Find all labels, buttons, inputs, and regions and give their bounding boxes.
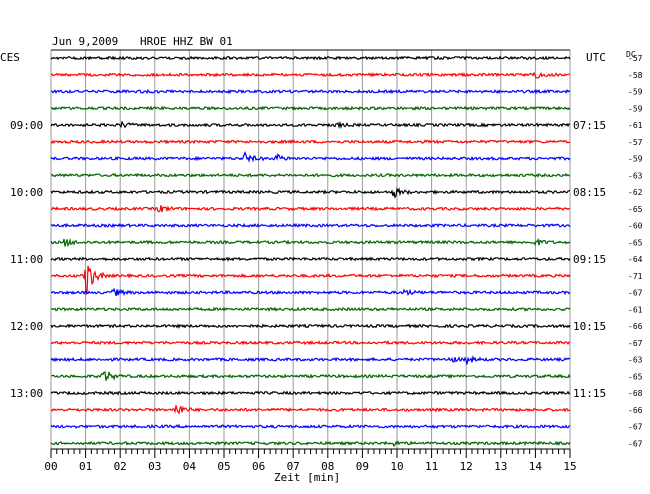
left-time-label: 10:00 [10, 186, 43, 199]
seismic-trace-2 [50, 88, 571, 95]
trace-group [50, 55, 571, 448]
header-date: Jun 9,2009 [52, 35, 118, 48]
seismic-trace-23 [50, 440, 571, 448]
dc-offset-label: -71 [628, 272, 643, 281]
dc-offset-label: -65 [628, 372, 643, 381]
x-tick-label: 00 [44, 460, 57, 473]
dc-offset-label: -59 [628, 88, 643, 97]
seismic-trace-17 [50, 340, 571, 346]
seismic-trace-7 [50, 172, 571, 178]
dc-offset-labels: -57 -58 -59 -59 -61 -57 -59 -63 -62 -65 -60 -65 -64 -… [628, 54, 643, 448]
seismic-trace-1 [50, 71, 571, 79]
seismic-trace-3 [50, 105, 571, 111]
seismic-trace-22 [50, 423, 571, 430]
left-time-label: 12:00 [10, 320, 43, 333]
seismic-trace-0 [50, 55, 571, 61]
right-time-label: 10:15 [573, 320, 606, 333]
left-time-label: 11:00 [10, 253, 43, 266]
dc-offset-label: -66 [628, 406, 643, 415]
x-tick-label: 04 [183, 460, 197, 473]
x-axis-label: Zeit [min] [274, 471, 340, 484]
seismic-trace-20 [50, 390, 571, 396]
dc-offset-label: -62 [628, 188, 643, 197]
dc-offset-label: -59 [628, 155, 643, 164]
dc-offset-label: -64 [628, 255, 643, 264]
dc-offset-label: -67 [628, 289, 643, 298]
right-time-labels: 07:15 08:15 09:15 10:15 11:15 [573, 119, 606, 400]
seismic-trace-4 [50, 120, 571, 130]
x-tick-label: 08 [321, 460, 334, 473]
dc-offset-label: -67 [628, 439, 643, 448]
x-tick-label: 01 [79, 460, 92, 473]
dc-offset-label: -66 [628, 322, 643, 331]
left-time-label: 13:00 [10, 387, 43, 400]
x-tick-label: 05 [217, 460, 230, 473]
seismic-trace-13 [51, 265, 571, 296]
left-time-labels: 09:00 10:00 11:00 12:00 13:00 [10, 119, 43, 400]
dc-offset-label: -63 [628, 356, 643, 365]
seismic-trace-15 [51, 306, 571, 312]
right-time-label: 09:15 [573, 253, 606, 266]
dc-offset-label: -63 [628, 171, 643, 180]
x-tick-label: 12 [460, 460, 473, 473]
x-tick-label: 03 [148, 460, 161, 473]
x-tick-label: 09 [356, 460, 369, 473]
seismic-trace-21 [50, 405, 571, 415]
dc-offset-label: -67 [628, 339, 643, 348]
x-axis: 00 01 02 03 04 05 06 07 08 09 10 11 12 13 14 15 [44, 449, 577, 473]
right-time-label: 08:15 [573, 186, 606, 199]
x-tick-label: 14 [529, 460, 543, 473]
left-timezone-label: CES [0, 51, 20, 64]
dc-offset-label: -65 [628, 238, 643, 247]
seismic-trace-18 [50, 354, 571, 365]
right-time-label: 11:15 [573, 387, 606, 400]
seismic-trace-16 [50, 323, 571, 329]
dc-offset-label: -61 [628, 305, 643, 314]
seismic-trace-5 [50, 139, 571, 145]
x-tick-label: 13 [494, 460, 507, 473]
dc-offset-label: -65 [628, 205, 643, 214]
dc-offset-label: -58 [628, 71, 643, 80]
seismic-trace-6 [50, 150, 571, 163]
dc-offset-label: -59 [628, 104, 643, 113]
x-tick-label: 10 [390, 460, 403, 473]
header-station: HROE HHZ BW 01 [140, 35, 233, 48]
dc-offset-label: -68 [628, 389, 643, 398]
dc-offset-label: -67 [628, 423, 643, 432]
seismic-trace-14 [50, 287, 571, 297]
x-tick-label: 06 [252, 460, 265, 473]
left-time-label: 09:00 [10, 119, 43, 132]
dc-offset-label: -61 [628, 121, 643, 130]
x-tick-label: 07 [287, 460, 300, 473]
dc-offset-label: -57 [628, 54, 643, 63]
seismic-trace-12 [50, 256, 571, 262]
seismic-trace-10 [50, 222, 571, 229]
right-time-label: 07:15 [573, 119, 606, 132]
dc-offset-label: -57 [628, 138, 643, 147]
x-tick-label: 15 [563, 460, 576, 473]
seismic-trace-19 [51, 371, 571, 381]
dc-offset-label: -60 [628, 222, 643, 231]
x-tick-label: 11 [425, 460, 438, 473]
seismic-trace-8 [50, 186, 571, 199]
dc-label: DC [626, 50, 636, 59]
right-timezone-label: UTC [586, 51, 606, 64]
seismic-trace-9 [50, 205, 571, 213]
seismic-trace-11 [50, 237, 571, 248]
x-tick-label: 02 [114, 460, 127, 473]
